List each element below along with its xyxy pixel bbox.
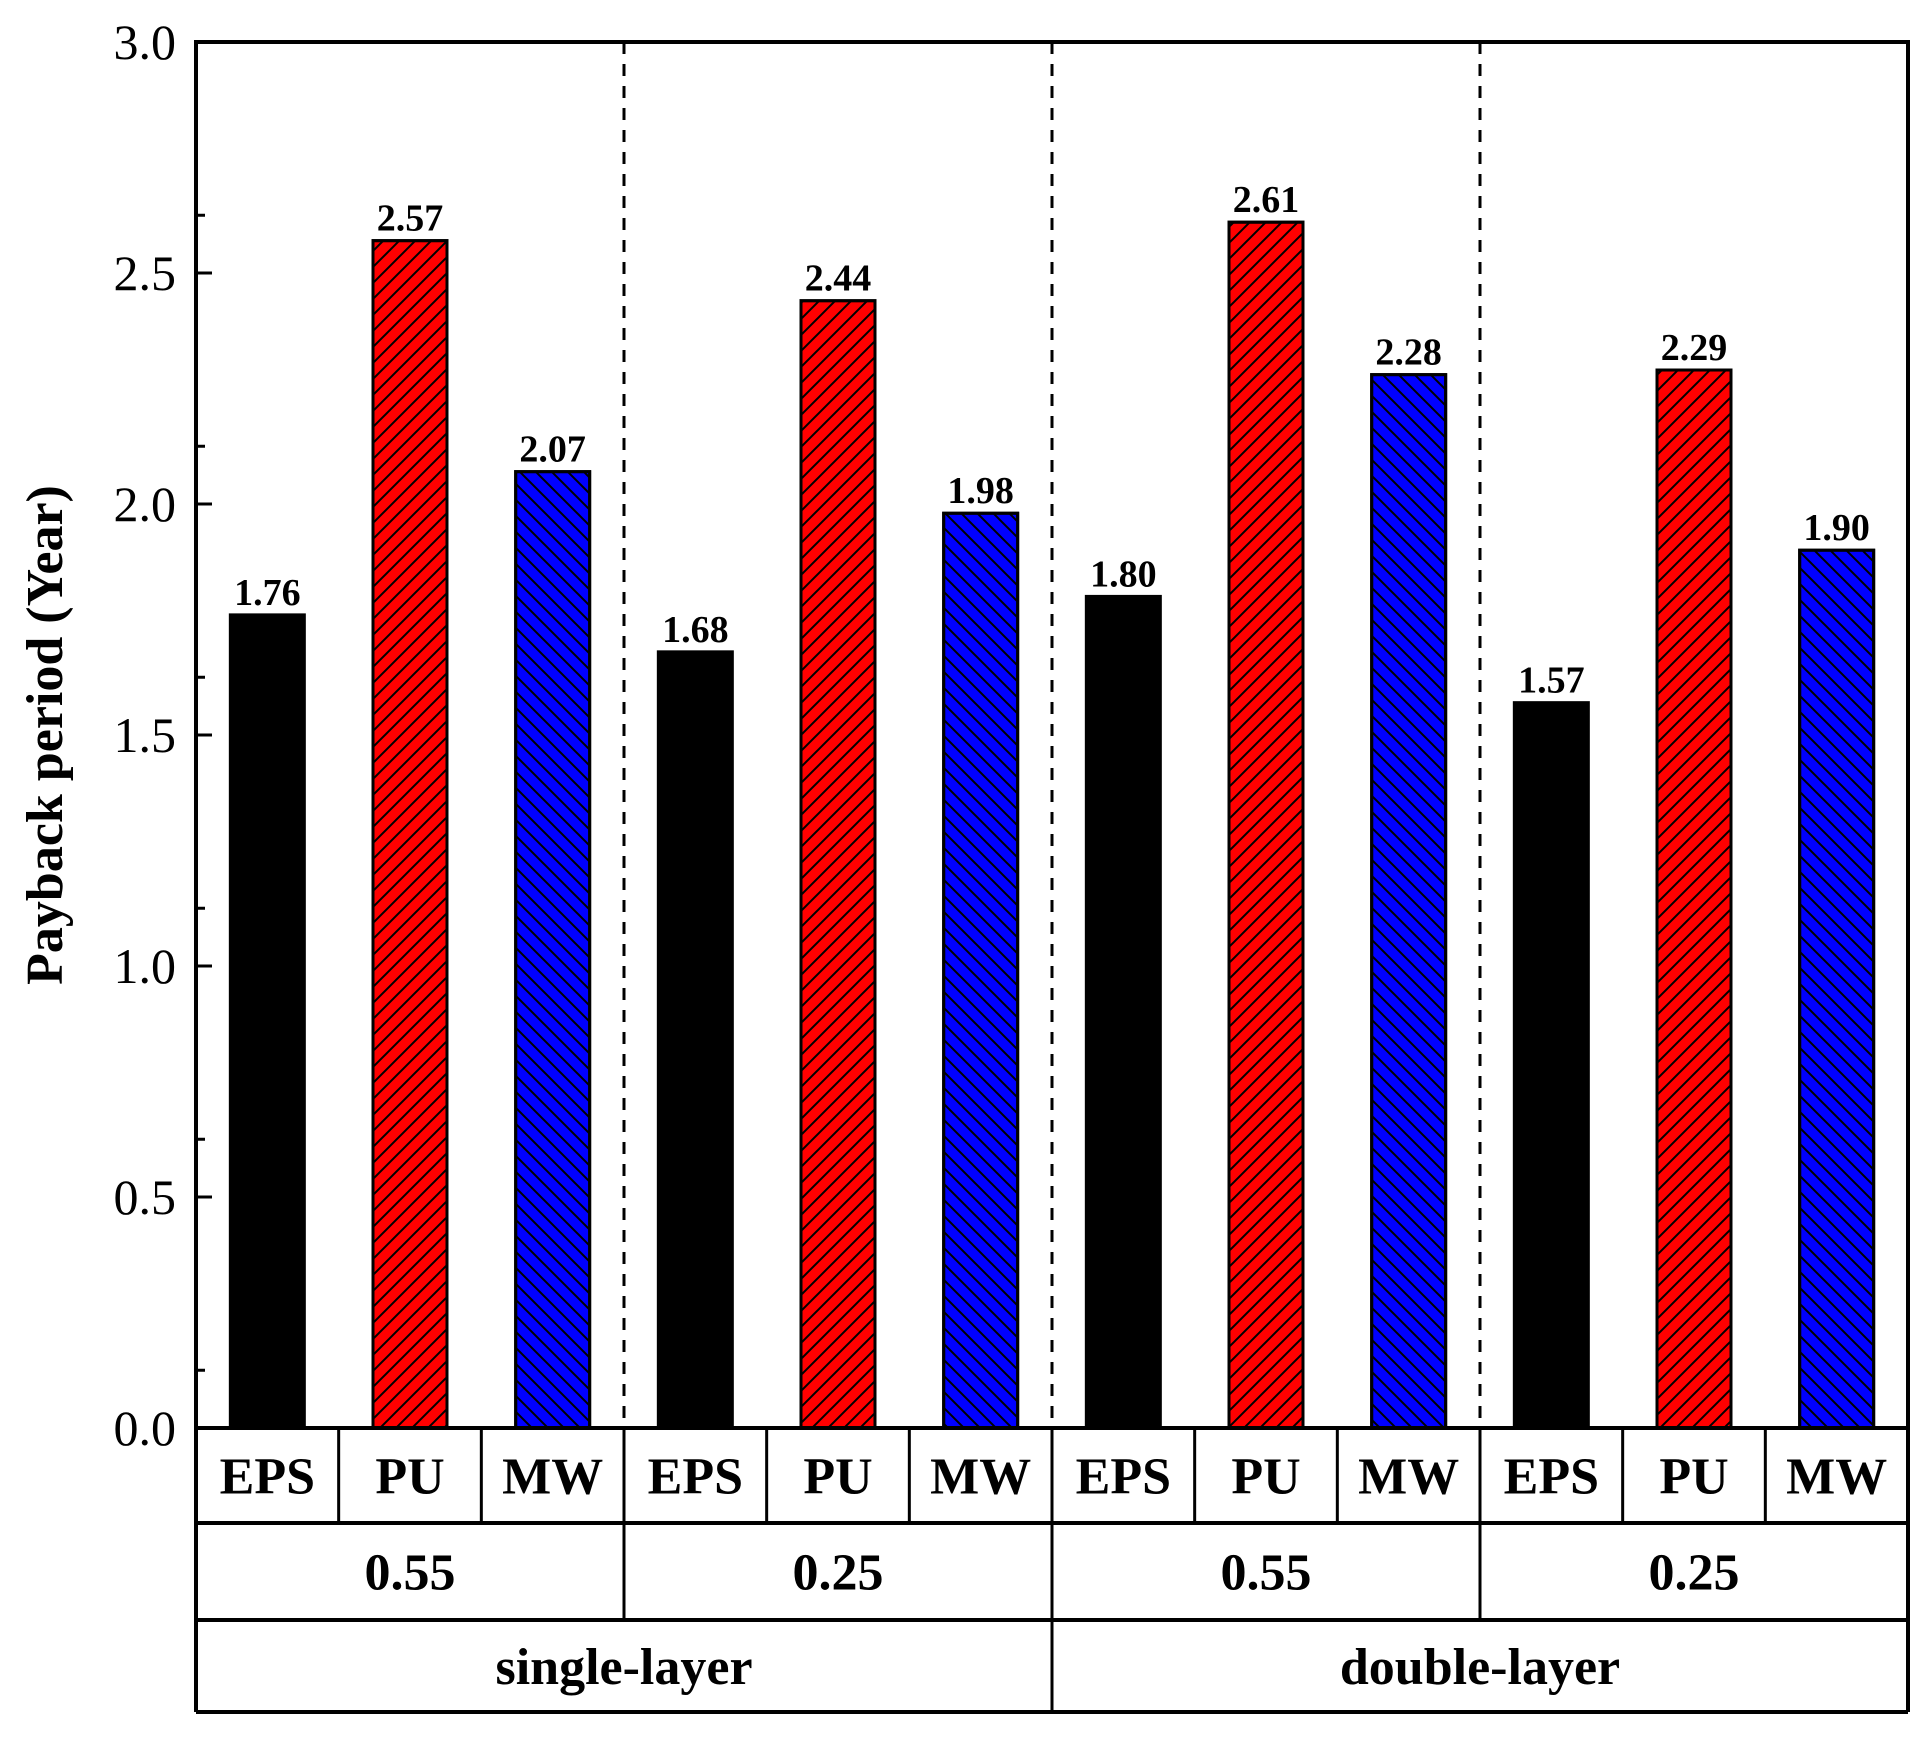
bar-hatch-mw — [514, 470, 592, 1430]
structure-label: double-layer — [1340, 1639, 1620, 1696]
data-label: 1.90 — [1803, 507, 1870, 549]
material-label: PU — [803, 1449, 872, 1506]
y-tick-label: 2.5 — [114, 245, 177, 301]
material-label: MW — [930, 1449, 1031, 1506]
material-label: MW — [1358, 1449, 1459, 1506]
data-label: 1.80 — [1090, 553, 1157, 595]
data-label: 1.57 — [1518, 660, 1585, 702]
bar-eps-single-layer-0.25 — [656, 650, 734, 1430]
material-label: EPS — [648, 1449, 743, 1506]
bar-hatch-pu — [1227, 220, 1305, 1430]
material-label: PU — [1231, 1449, 1300, 1506]
bar-hatch-pu — [799, 299, 877, 1430]
coefficient-label: 0.25 — [1649, 1545, 1740, 1602]
material-label: EPS — [220, 1449, 315, 1506]
data-label: 1.68 — [662, 609, 729, 651]
data-label: 2.07 — [519, 429, 586, 471]
material-label: EPS — [1504, 1449, 1599, 1506]
material-label: EPS — [1076, 1449, 1171, 1506]
data-label: 1.98 — [947, 470, 1014, 512]
data-label: 2.28 — [1375, 332, 1442, 374]
y-tick-label: 2.0 — [114, 476, 177, 532]
data-label: 2.44 — [805, 258, 872, 300]
material-label: PU — [375, 1449, 444, 1506]
bar-eps-double-layer-0.25 — [1512, 701, 1590, 1430]
bar-hatch-mw — [1370, 373, 1448, 1430]
structure-label: single-layer — [495, 1639, 752, 1696]
bar-hatch-pu — [371, 239, 449, 1430]
bar-eps-single-layer-0.55 — [228, 613, 306, 1430]
bar-hatch-mw — [1798, 548, 1876, 1430]
data-label: 2.57 — [377, 198, 444, 240]
coefficient-label: 0.55 — [1221, 1545, 1312, 1602]
y-tick-label: 3.0 — [114, 14, 177, 70]
y-axis-title: Payback period (Year) — [17, 485, 74, 985]
bar-hatch-pu — [1655, 368, 1733, 1430]
y-tick-label: 1.5 — [114, 707, 177, 763]
data-label: 2.61 — [1233, 179, 1300, 221]
material-label: MW — [1786, 1449, 1887, 1506]
y-tick-label: 0.5 — [114, 1169, 177, 1225]
coefficient-label: 0.55 — [365, 1545, 456, 1602]
bar-eps-double-layer-0.55 — [1084, 594, 1162, 1430]
y-tick-label: 1.0 — [114, 938, 177, 994]
coefficient-label: 0.25 — [793, 1545, 884, 1602]
data-label: 2.29 — [1661, 327, 1728, 369]
y-tick-label: 0.0 — [114, 1400, 177, 1456]
material-label: PU — [1659, 1449, 1728, 1506]
data-label: 1.76 — [234, 572, 301, 614]
material-label: MW — [502, 1449, 603, 1506]
bar-hatch-mw — [942, 511, 1020, 1430]
